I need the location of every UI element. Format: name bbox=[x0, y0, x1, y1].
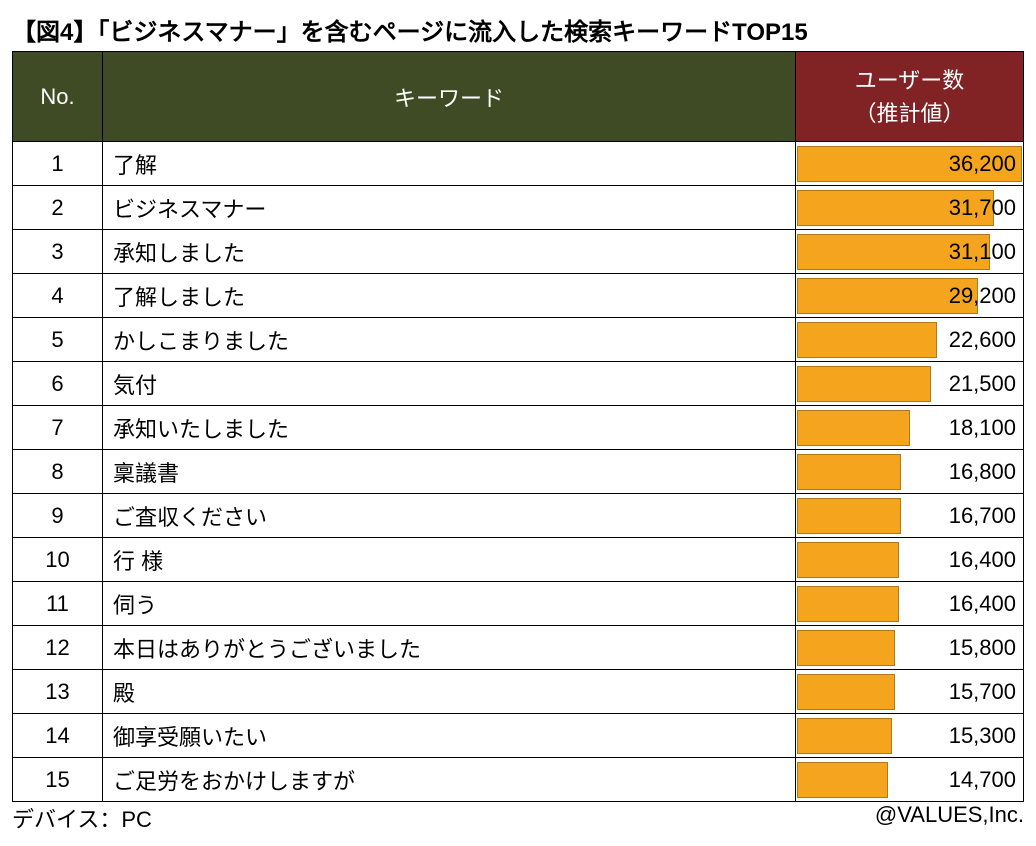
table-row: 4了解しました 29,200 bbox=[13, 274, 1024, 318]
keyword-table: No. キーワード ユーザー数（推計値） 1了解36,2002ビジネスマナー31… bbox=[12, 51, 1024, 802]
bar bbox=[797, 762, 888, 798]
row-keyword: 了解 bbox=[103, 142, 796, 186]
bar bbox=[797, 322, 937, 358]
row-keyword: 御享受願いたい bbox=[103, 714, 796, 758]
row-no: 1 bbox=[13, 142, 103, 186]
row-users: 15,700 bbox=[796, 670, 1024, 714]
bar bbox=[797, 366, 931, 402]
bar-label: 14,700 bbox=[949, 767, 1016, 793]
row-no: 4 bbox=[13, 274, 103, 318]
bar bbox=[797, 674, 895, 710]
table-row: 8稟議書 16,800 bbox=[13, 450, 1024, 494]
row-keyword: ご査収ください bbox=[103, 494, 796, 538]
row-no: 14 bbox=[13, 714, 103, 758]
bar-label: 18,100 bbox=[949, 415, 1016, 441]
bar bbox=[797, 454, 901, 490]
footer-credit: @VALUES,Inc. bbox=[875, 802, 1024, 834]
row-no: 8 bbox=[13, 450, 103, 494]
row-users: 15,800 bbox=[796, 626, 1024, 670]
header-users-line: ユーザー数 bbox=[797, 64, 1022, 97]
bar-label: 22,600 bbox=[949, 327, 1016, 353]
table-row: 2ビジネスマナー 31,700 bbox=[13, 186, 1024, 230]
row-users: 36,200 bbox=[796, 142, 1024, 186]
header-users-line: （推計値） bbox=[797, 97, 1022, 130]
row-keyword: 承知しました bbox=[103, 230, 796, 274]
row-no: 15 bbox=[13, 758, 103, 802]
table-row: 7承知いたしました 18,100 bbox=[13, 406, 1024, 450]
table-row: 14御享受願いたい 15,300 bbox=[13, 714, 1024, 758]
bar-label: 16,400 bbox=[949, 591, 1016, 617]
bar bbox=[797, 410, 910, 446]
header-keyword: キーワード bbox=[103, 52, 796, 142]
row-no: 9 bbox=[13, 494, 103, 538]
table-row: 5かしこまりました 22,600 bbox=[13, 318, 1024, 362]
row-users: 21,500 bbox=[796, 362, 1024, 406]
footer-device: デバイス：PC bbox=[12, 802, 152, 834]
row-no: 13 bbox=[13, 670, 103, 714]
table-row: 9ご査収ください 16,700 bbox=[13, 494, 1024, 538]
row-no: 7 bbox=[13, 406, 103, 450]
bar bbox=[797, 498, 901, 534]
table-row: 11伺う 16,400 bbox=[13, 582, 1024, 626]
bar-label: 16,400 bbox=[949, 547, 1016, 573]
bar-label: 15,700 bbox=[949, 679, 1016, 705]
row-keyword: 伺う bbox=[103, 582, 796, 626]
row-no: 10 bbox=[13, 538, 103, 582]
bar-label: 21,500 bbox=[949, 371, 1016, 397]
row-keyword: 行 様 bbox=[103, 538, 796, 582]
row-users: 16,400 bbox=[796, 582, 1024, 626]
bar-label: 31,100 bbox=[949, 239, 1016, 265]
row-keyword: かしこまりました bbox=[103, 318, 796, 362]
row-keyword: 殿 bbox=[103, 670, 796, 714]
bar-label: 36,200 bbox=[949, 151, 1016, 177]
row-no: 5 bbox=[13, 318, 103, 362]
row-keyword: ビジネスマナー bbox=[103, 186, 796, 230]
row-users: 18,100 bbox=[796, 406, 1024, 450]
row-keyword: 稟議書 bbox=[103, 450, 796, 494]
header-users: ユーザー数（推計値） bbox=[796, 52, 1024, 142]
row-no: 3 bbox=[13, 230, 103, 274]
row-no: 6 bbox=[13, 362, 103, 406]
bar-label: 31,700 bbox=[949, 195, 1016, 221]
row-no: 2 bbox=[13, 186, 103, 230]
row-keyword: 気付 bbox=[103, 362, 796, 406]
row-keyword: 了解しました bbox=[103, 274, 796, 318]
row-users: 16,700 bbox=[796, 494, 1024, 538]
bar bbox=[797, 542, 899, 578]
table-row: 15ご足労をおかけしますが 14,700 bbox=[13, 758, 1024, 802]
bar-label: 15,300 bbox=[949, 723, 1016, 749]
bar bbox=[797, 586, 899, 622]
row-users: 22,600 bbox=[796, 318, 1024, 362]
row-users: 16,400 bbox=[796, 538, 1024, 582]
table-row: 3承知しました 31,100 bbox=[13, 230, 1024, 274]
row-users: 14,700 bbox=[796, 758, 1024, 802]
row-keyword: ご足労をおかけしますが bbox=[103, 758, 796, 802]
table-row: 13殿 15,700 bbox=[13, 670, 1024, 714]
bar-label: 15,800 bbox=[949, 635, 1016, 661]
bar bbox=[797, 630, 895, 666]
table-row: 10行 様 16,400 bbox=[13, 538, 1024, 582]
row-keyword: 本日はありがとうございました bbox=[103, 626, 796, 670]
row-users: 15,300 bbox=[796, 714, 1024, 758]
chart-title: 【図4】「ビジネスマナー」を含むページに流入した検索キーワードTOP15 bbox=[12, 12, 1024, 47]
row-no: 11 bbox=[13, 582, 103, 626]
bar-label: 16,800 bbox=[949, 459, 1016, 485]
table-row: 1了解 36,200 bbox=[13, 142, 1024, 186]
row-users: 29,200 bbox=[796, 274, 1024, 318]
row-keyword: 承知いたしました bbox=[103, 406, 796, 450]
header-no: No. bbox=[13, 52, 103, 142]
row-no: 12 bbox=[13, 626, 103, 670]
row-users: 31,700 bbox=[796, 186, 1024, 230]
table-row: 6気付 21,500 bbox=[13, 362, 1024, 406]
row-users: 16,800 bbox=[796, 450, 1024, 494]
bar bbox=[797, 718, 892, 754]
table-row: 12本日はありがとうございました 15,800 bbox=[13, 626, 1024, 670]
bar-label: 29,200 bbox=[949, 283, 1016, 309]
bar-label: 16,700 bbox=[949, 503, 1016, 529]
row-users: 31,100 bbox=[796, 230, 1024, 274]
